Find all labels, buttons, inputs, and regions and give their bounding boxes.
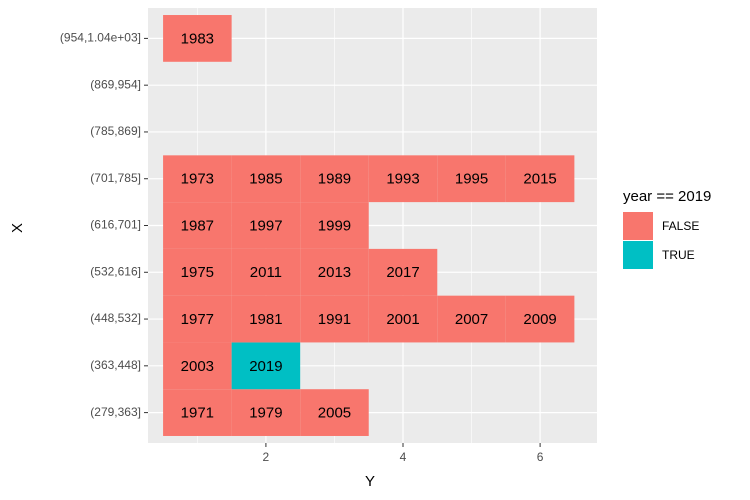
tile-label: 2007 <box>455 311 488 328</box>
x-tick-label: 6 <box>537 450 544 464</box>
legend-key <box>623 212 653 240</box>
tile-label: 1985 <box>249 171 282 188</box>
tile-label: 1971 <box>181 405 214 422</box>
legend-label: FALSE <box>662 219 699 233</box>
tile <box>163 248 232 296</box>
x-axis-title: Y <box>365 473 375 490</box>
tile <box>300 248 369 296</box>
y-tick-label: (701,785] <box>90 171 141 185</box>
tile-label: 1999 <box>318 217 351 234</box>
tile <box>163 389 232 436</box>
tile-label: 2013 <box>318 264 351 281</box>
y-tick-label: (363,448] <box>90 358 141 372</box>
tile <box>368 155 438 203</box>
tile <box>163 202 232 249</box>
tile <box>368 248 438 296</box>
y-tick-label: (954,1.04e+03] <box>60 31 141 45</box>
legend-key <box>623 241 653 269</box>
tile-label: 1989 <box>318 171 351 188</box>
tile-label: 2003 <box>181 358 214 375</box>
tile <box>231 342 301 390</box>
x-tick-label: 4 <box>400 450 407 464</box>
x-tick-label: 2 <box>263 450 270 464</box>
tile-label: 2015 <box>523 171 556 188</box>
tile <box>300 202 369 249</box>
y-tick-label: (532,616] <box>90 264 141 278</box>
tile <box>163 15 232 62</box>
tile <box>300 389 369 436</box>
tile <box>368 295 438 343</box>
tile <box>163 342 232 390</box>
tile-label: 1981 <box>249 311 282 328</box>
tile-label: 2009 <box>523 311 556 328</box>
y-tick-label: (616,701] <box>90 218 141 232</box>
tile-label: 1995 <box>455 171 488 188</box>
y-axis-title: X <box>9 223 26 233</box>
y-tick-label: (785,869] <box>90 124 141 138</box>
tile <box>231 202 301 249</box>
tile <box>300 155 369 203</box>
tile-label: 1983 <box>181 30 214 47</box>
legend-title: year == 2019 <box>623 188 711 205</box>
legend-label: TRUE <box>662 248 695 262</box>
tile <box>231 155 301 203</box>
tile <box>300 295 369 343</box>
tile <box>163 155 232 203</box>
tile-label: 2005 <box>318 405 351 422</box>
tile-label: 2019 <box>249 358 282 375</box>
tile <box>231 248 301 296</box>
tile-label: 1973 <box>181 171 214 188</box>
tile <box>437 295 506 343</box>
tile <box>163 295 232 343</box>
tile <box>505 295 575 343</box>
tile-label: 1991 <box>318 311 351 328</box>
y-tick-label: (448,532] <box>90 311 141 325</box>
tile-label: 1977 <box>181 311 214 328</box>
tile-label: 1987 <box>181 217 214 234</box>
tile <box>231 295 301 343</box>
tile-label: 2001 <box>386 311 419 328</box>
tile <box>437 155 506 203</box>
tile-label: 1997 <box>249 217 282 234</box>
tile-label: 1993 <box>386 171 419 188</box>
tile-label: 1975 <box>181 264 214 281</box>
tile <box>231 389 301 436</box>
y-tick-label: (279,363] <box>90 405 141 419</box>
tile-label: 2017 <box>386 264 419 281</box>
tile-label: 2011 <box>250 264 282 281</box>
tile-label: 1979 <box>249 405 282 422</box>
tile <box>505 155 575 203</box>
y-tick-label: (869,954] <box>90 77 141 91</box>
